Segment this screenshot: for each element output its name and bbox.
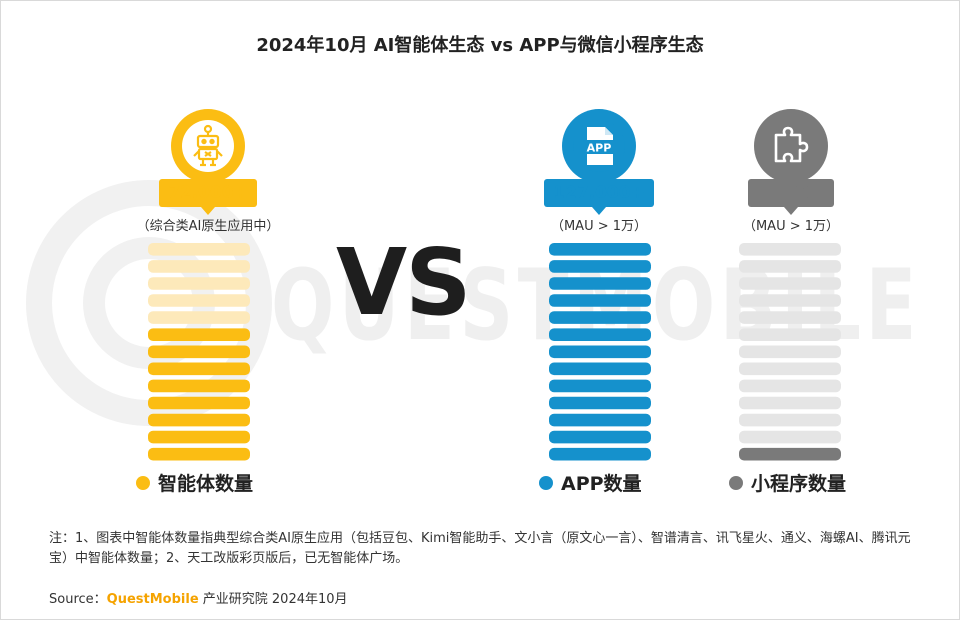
- bar-segment: [739, 294, 841, 307]
- bar-stack-0: [148, 243, 250, 461]
- bar-segment: [148, 260, 250, 273]
- bar-segment: [739, 413, 841, 427]
- bar-segment: [148, 362, 250, 376]
- source-brand: QuestMobile: [106, 592, 199, 607]
- bar-segment: [549, 396, 651, 410]
- bar-segment: [549, 260, 651, 273]
- bar-segment: [148, 379, 250, 393]
- bar-segment: [739, 430, 841, 444]
- value-tag-ai: 72,000+: [159, 179, 257, 215]
- value-tag-app: 127,000+: [544, 179, 654, 215]
- bar-segment: [739, 243, 841, 256]
- legend-label-app: APP数量: [561, 473, 642, 495]
- value-tag-mini: 7,000+: [747, 179, 835, 215]
- icon-circle-mini: [754, 109, 828, 183]
- bar-segment: [739, 328, 841, 341]
- source-line: Source：QuestMobile 产业研究院 2024年10月: [49, 588, 348, 607]
- bar-segment: [739, 311, 841, 324]
- icon-circle-app: APP: [562, 109, 636, 183]
- bar-segment: [148, 396, 250, 410]
- watermark-circle-outer: [26, 180, 272, 426]
- callout-mini-program: 7,000+ （MAU > 1万）: [731, 109, 851, 234]
- legend-app: APP数量: [539, 469, 642, 496]
- source-suffix: 产业研究院 2024年10月: [198, 592, 348, 607]
- bar-segment: [148, 447, 250, 461]
- callout-ai-agents: 72,000+ （综合类AI原生应用中）: [133, 109, 283, 234]
- bar-segment: [549, 277, 651, 290]
- app-file-icon: APP: [583, 127, 615, 165]
- bar-stack-2: [739, 243, 841, 461]
- chart-title: 2024年10月 AI智能体生态 vs APP与微信小程序生态: [256, 35, 704, 56]
- bar-segment: [148, 430, 250, 444]
- bar-stack-1: [549, 243, 651, 461]
- bar-segment: [549, 379, 651, 393]
- puzzle-icon: [774, 126, 809, 163]
- bar-segment: [739, 362, 841, 376]
- bar-segment: [549, 447, 651, 461]
- bar-segment: [549, 328, 651, 341]
- bar-segment: [148, 328, 250, 341]
- vs-label: VS: [336, 229, 471, 336]
- legend-dot-mini: [729, 475, 743, 490]
- bar-segment: [148, 294, 250, 307]
- source-prefix: Source：: [49, 592, 107, 607]
- bar-segment: [549, 345, 651, 359]
- legend-mini: 小程序数量: [729, 469, 846, 496]
- robot-icon: [193, 124, 223, 167]
- legend-label-ai: 智能体数量: [158, 473, 254, 495]
- bar-segment: [148, 311, 250, 324]
- bar-segment: [549, 413, 651, 427]
- bar-segment: [549, 430, 651, 444]
- legend-ai: 智能体数量: [136, 469, 253, 496]
- bar-segment: [739, 260, 841, 273]
- note-app: （MAU > 1万）: [550, 219, 648, 234]
- bar-segment: [549, 243, 651, 256]
- bar-segment: [739, 379, 841, 393]
- legend-dot-ai: [136, 475, 150, 490]
- footnote: 注：1、图表中智能体数量指典型综合类AI原生应用（包括豆包、Kimi智能助手、文…: [49, 531, 911, 566]
- note-mini: （MAU > 1万）: [742, 219, 840, 234]
- bar-segment: [549, 362, 651, 376]
- note-ai: （综合类AI原生应用中）: [136, 219, 280, 234]
- bar-segment: [148, 413, 250, 427]
- legend-label-mini: 小程序数量: [751, 473, 847, 495]
- svg-text:APP: APP: [587, 142, 612, 155]
- bar-segment: [549, 311, 651, 324]
- bar-segment: [148, 243, 250, 256]
- legend-dot-app: [539, 475, 553, 490]
- bar-segment: [148, 277, 250, 290]
- callout-app: APP 127,000+ （MAU > 1万）: [529, 109, 669, 234]
- bar-segment: [739, 345, 841, 359]
- bar-segment: [549, 294, 651, 307]
- bar-segment: [739, 396, 841, 410]
- bar-segment: [739, 277, 841, 290]
- bar-segment: [739, 447, 841, 461]
- bar-segment: [148, 345, 250, 359]
- icon-circle-ai: [171, 109, 245, 183]
